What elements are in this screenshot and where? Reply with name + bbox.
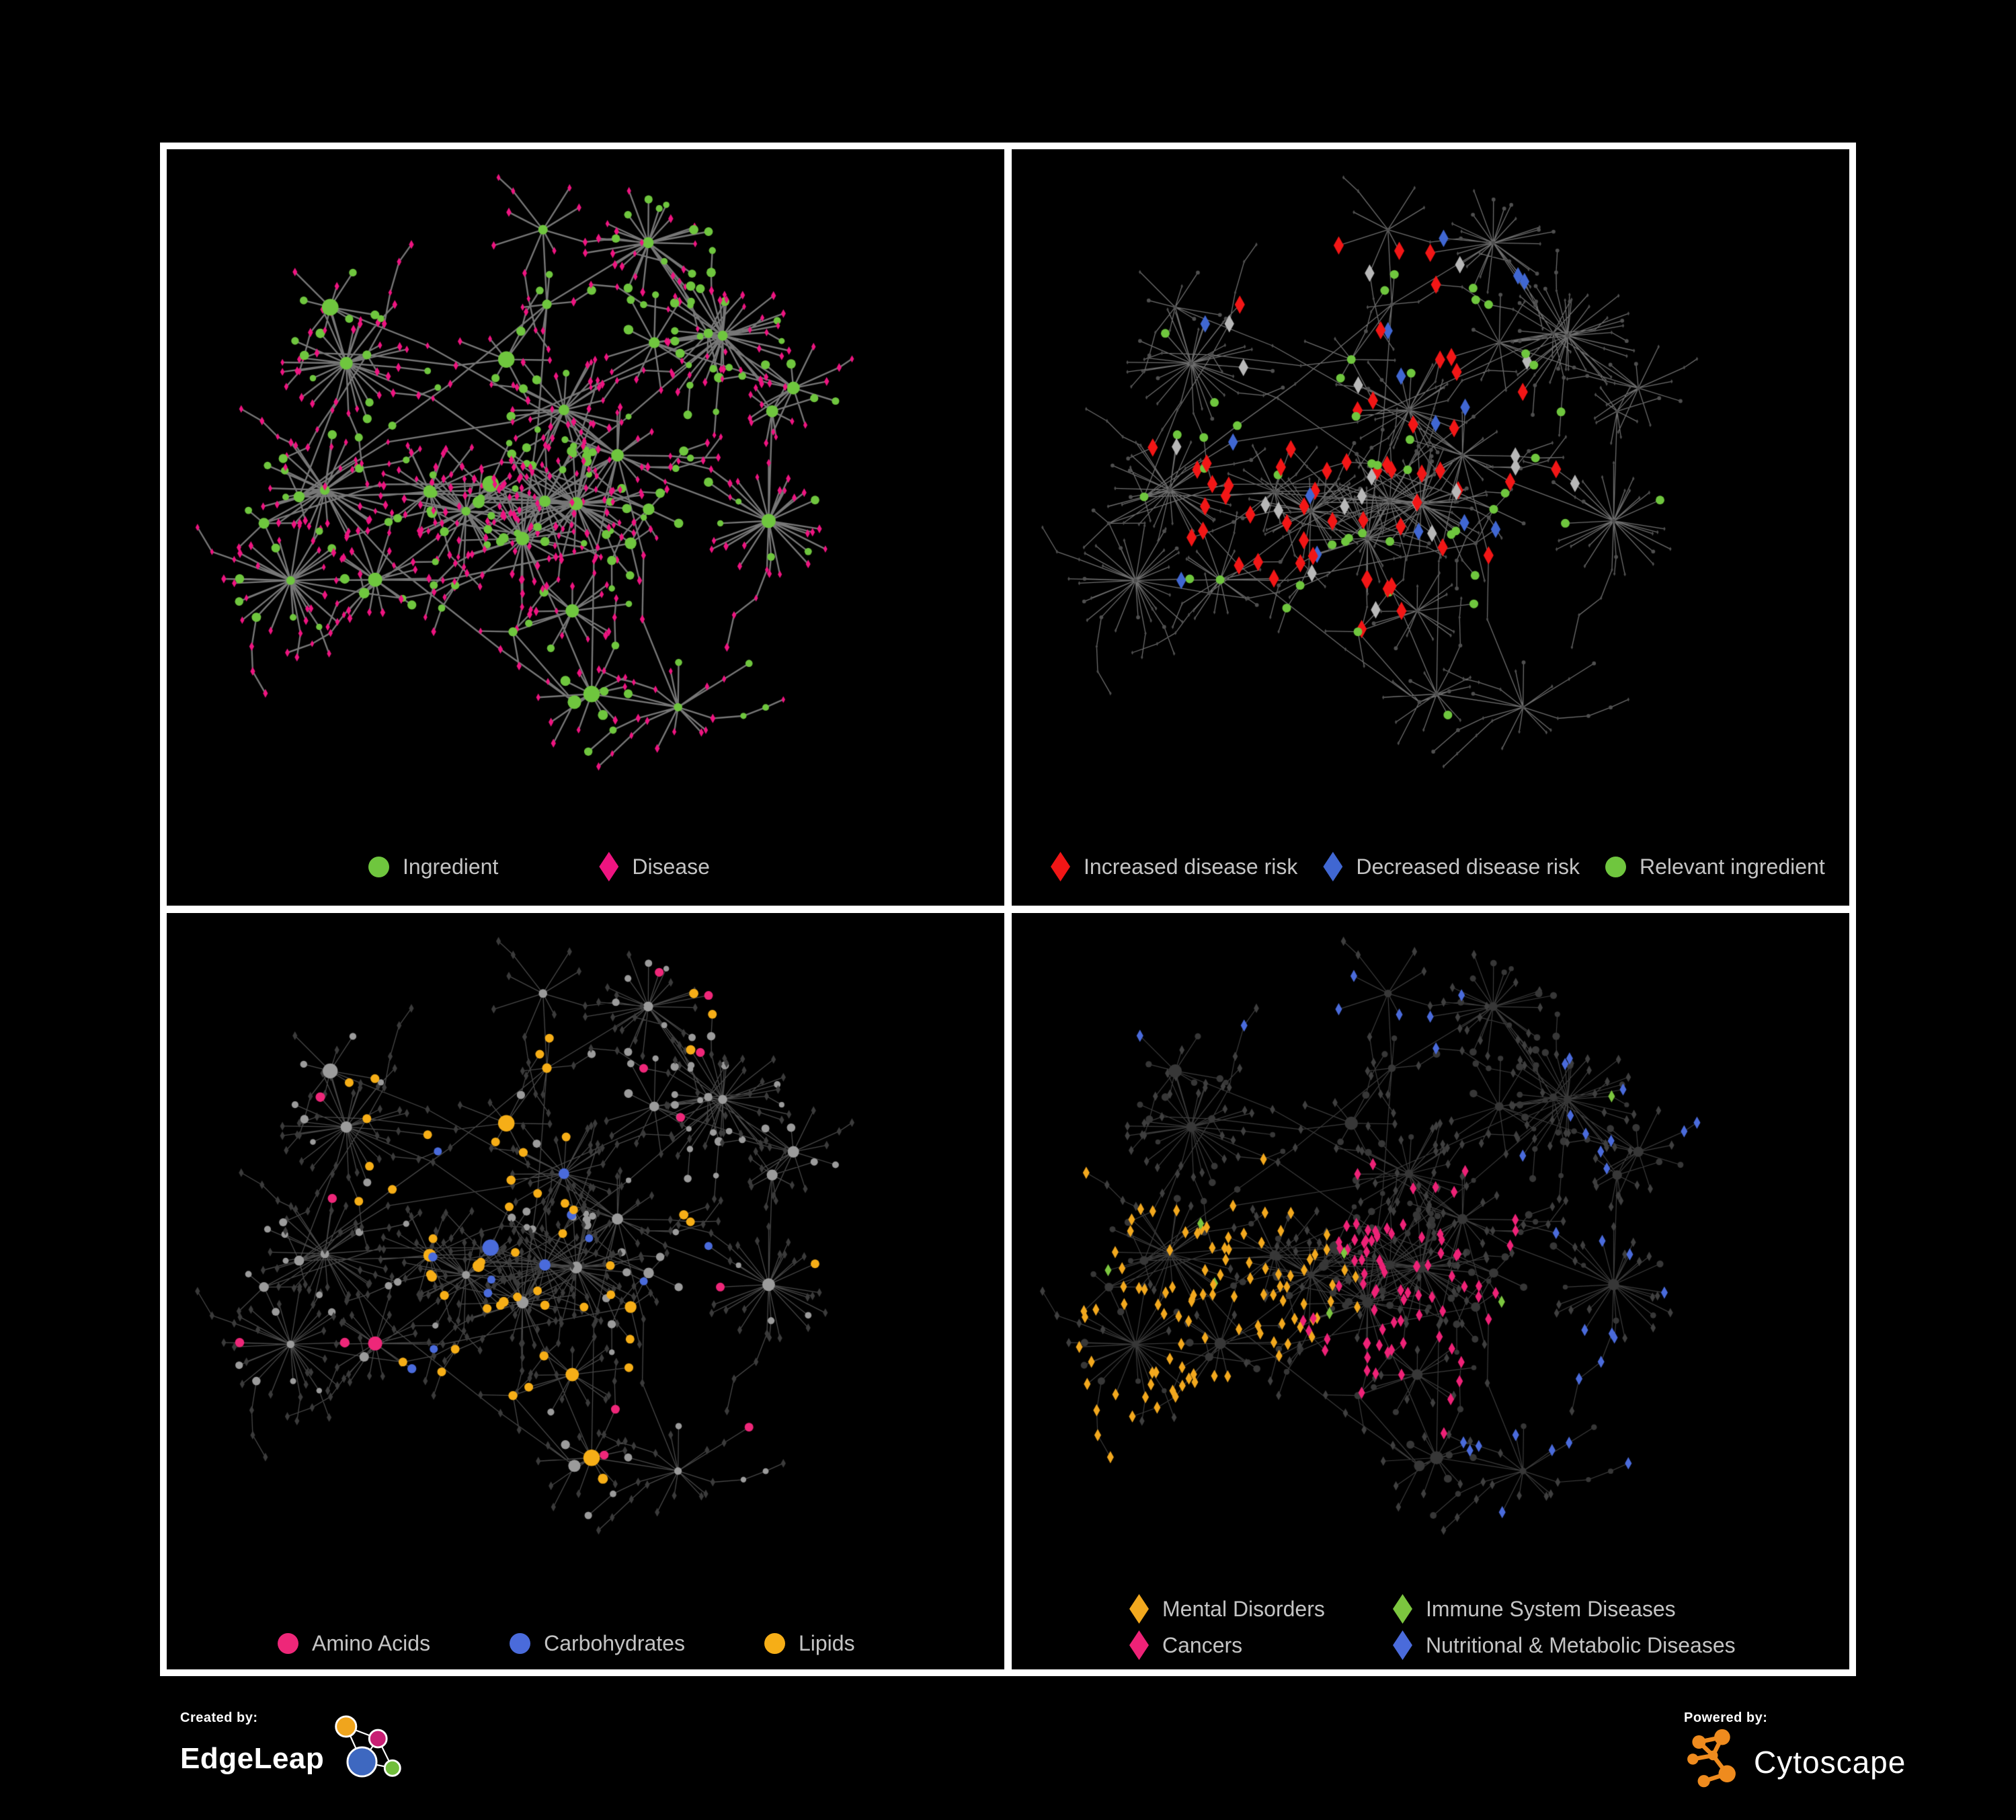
diamond-marker-icon (1051, 852, 1070, 881)
cytoscape-brand: Cytoscape (1754, 1745, 1906, 1780)
legend-disease-category: Mental Disorders Immune System Diseases Ca… (1129, 1594, 1736, 1660)
created-by-label: Created by: (180, 1710, 258, 1725)
legend-item-increased-disease-risk: Increased disease risk (1051, 852, 1297, 881)
diamond-marker-icon (1393, 1594, 1412, 1624)
legend-item-immune-system-diseases: Immune System Diseases (1393, 1594, 1736, 1624)
legend-item-nutritional-metabolic-diseases: Nutritional & Metabolic Diseases (1393, 1630, 1736, 1660)
edgeleap-logo-icon (335, 1715, 401, 1778)
diamond-marker-icon (1323, 852, 1343, 881)
panel-disease-risk: Increased disease risk Decreased disease … (1012, 149, 1849, 906)
legend-item-disease: Disease (599, 852, 710, 881)
edgeleap-brand-row: EdgeLeap (180, 1715, 530, 1788)
legend-label: Decreased disease risk (1356, 854, 1580, 879)
panel-ingredient-disease: Ingredient Disease (167, 149, 1004, 906)
legend-label: Carbohydrates (544, 1631, 685, 1655)
legend-disease-risk: Increased disease risk Decreased disease … (1051, 852, 1825, 881)
powered-by-block: Powered by: Cytoscape (1684, 1710, 1906, 1796)
powered-by-label: Powered by: (1684, 1710, 1768, 1725)
panel-grid: Ingredient Disease Increased disease risk… (160, 143, 1856, 1676)
panel-disease-category: Mental Disorders Immune System Diseases Ca… (1012, 913, 1849, 1669)
legend-item-relevant-ingredient: Relevant ingredient (1605, 855, 1825, 879)
legend-label: Immune System Diseases (1426, 1596, 1676, 1621)
legend-item-lipids: Lipids (764, 1631, 855, 1656)
network-canvas-ingredient-disease (167, 149, 1004, 906)
legend-item-mental-disorders: Mental Disorders (1129, 1594, 1393, 1624)
diamond-marker-icon (1393, 1630, 1412, 1660)
network-canvas-compound-class (167, 913, 1004, 1669)
circle-marker-icon (368, 856, 389, 877)
circle-marker-icon (764, 1633, 785, 1654)
legend-item-decreased-disease-risk: Decreased disease risk (1323, 852, 1580, 881)
legend-label: Amino Acids (312, 1631, 431, 1655)
edgeleap-brand: EdgeLeap (180, 1741, 325, 1775)
legend-item-amino-acids: Amino Acids (278, 1631, 430, 1656)
legend-item-carbohydrates: Carbohydrates (510, 1631, 685, 1656)
legend-label: Nutritional & Metabolic Diseases (1426, 1632, 1736, 1657)
legend-label: Increased disease risk (1084, 854, 1298, 879)
legend-label: Cancers (1162, 1632, 1243, 1657)
legend-label: Ingredient (403, 854, 499, 879)
circle-marker-icon (510, 1633, 531, 1654)
created-by-block: Created by: EdgeLeap (180, 1710, 530, 1801)
legend-ingredient-disease: Ingredient Disease (368, 852, 710, 881)
legend-label: Lipids (798, 1631, 855, 1655)
legend-item-cancers: Cancers (1129, 1630, 1393, 1660)
diamond-marker-icon (1129, 1594, 1149, 1624)
legend-item-ingredient: Ingredient (368, 855, 498, 879)
legend-compound-class: Amino Acids Carbohydrates Lipids (278, 1631, 855, 1656)
network-canvas-disease-category (1012, 913, 1849, 1669)
cytoscape-brand-row: Cytoscape (1684, 1729, 1906, 1796)
legend-label: Disease (632, 854, 710, 879)
circle-marker-icon (1605, 856, 1626, 877)
diamond-marker-icon (599, 852, 619, 881)
cytoscape-logo-icon (1687, 1729, 1736, 1788)
network-canvas-disease-risk (1012, 149, 1849, 906)
legend-label: Relevant ingredient (1639, 854, 1825, 879)
diamond-marker-icon (1129, 1630, 1149, 1660)
legend-label: Mental Disorders (1162, 1596, 1325, 1621)
panel-compound-class: Amino Acids Carbohydrates Lipids (167, 913, 1004, 1669)
circle-marker-icon (278, 1633, 298, 1654)
